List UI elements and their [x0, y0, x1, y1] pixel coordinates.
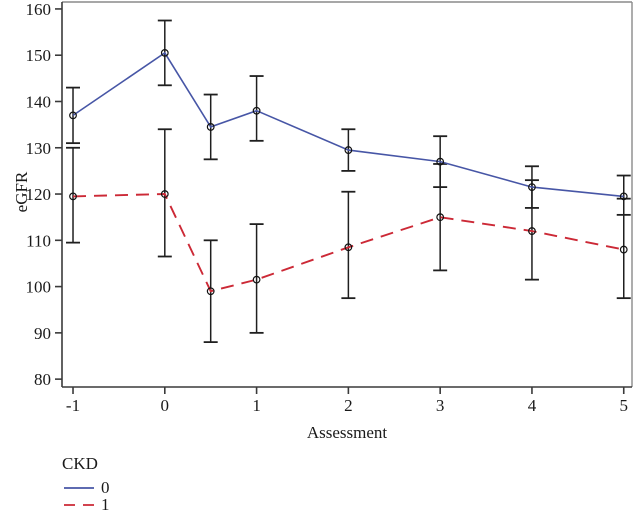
x-tick-label: 0: [161, 396, 170, 415]
legend-title: CKD: [62, 454, 98, 473]
data-point-marker: [206, 287, 215, 296]
markers-ckd-0: [69, 49, 628, 201]
y-tick-label: 130: [26, 139, 52, 158]
series-line-ckd-0: [72, 51, 624, 198]
error-bars-ckd-0: [66, 19, 631, 216]
series-line-ckd-1: [72, 193, 624, 293]
x-tick-label: 2: [344, 396, 353, 415]
legend-label-ckd1: 1: [101, 495, 110, 511]
data-point-marker: [436, 157, 445, 166]
legend: CKD 0 1: [62, 454, 110, 514]
y-tick-label: 100: [26, 278, 52, 297]
x-tick-label: 5: [619, 396, 628, 415]
data-point-marker: [528, 183, 536, 191]
x-tick-label: 1: [252, 396, 261, 415]
x-tick-label: 3: [436, 396, 445, 415]
data-point-marker: [252, 275, 261, 284]
data-point-marker: [160, 49, 169, 57]
y-tick-label: 80: [34, 370, 51, 389]
y-axis-title: eGFR: [12, 171, 31, 212]
y-tick-label: 90: [34, 324, 51, 343]
data-point-marker: [436, 213, 445, 222]
chart-generated-content: 80 90 100 110 120 130 140 150 160 -1 0 1 2 3 4 5: [26, 0, 633, 415]
legend-entry-ckd1: 1: [64, 495, 110, 514]
data-point-marker: [69, 111, 77, 120]
data-point-marker: [344, 243, 353, 252]
y-tick-label: 160: [26, 0, 52, 19]
y-tick-label: 110: [26, 231, 51, 250]
legend-entry-ckd0: 0: [64, 478, 110, 497]
data-point-marker: [528, 227, 536, 235]
data-point-marker: [344, 146, 353, 154]
legend-label-ckd0: 0: [101, 478, 110, 497]
x-axis-title: Assessment: [307, 423, 388, 442]
data-point-marker: [619, 192, 628, 201]
data-point-marker: [252, 106, 261, 115]
data-point-marker: [619, 245, 628, 254]
y-tick-label: 140: [26, 92, 52, 111]
y-tick-label: 150: [26, 46, 52, 65]
x-tick-label: 4: [528, 396, 537, 415]
data-point-marker: [160, 190, 169, 198]
data-point-marker: [206, 123, 215, 131]
data-point-marker: [69, 192, 77, 201]
markers-ckd-1: [69, 190, 628, 296]
y-tick-label: 120: [26, 185, 52, 204]
x-tick-label: -1: [66, 396, 80, 415]
